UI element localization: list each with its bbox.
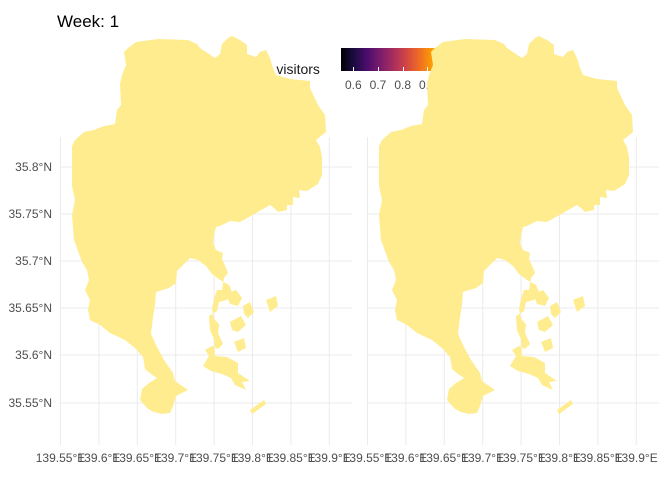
legend-tick-0: 0.6 [344,78,362,92]
facet-holiday: holiday139.55°E139.6°E139.65°E139.7°E139… [36,36,352,465]
island-polygon [557,400,573,414]
x-tick-label: 139.65°E [113,451,163,465]
x-tick-label: 139.85°E [266,451,316,465]
x-tick-label: 139.75°E [496,451,546,465]
x-tick-label: 139.55°E [343,451,393,465]
page-title: Week: 1 [57,12,120,31]
facet-weekday: weekday139.55°E139.6°E139.65°E139.7°E139… [343,36,659,465]
x-tick-label: 139.8°E [538,451,581,465]
x-tick-label: 139.9°E [308,451,351,465]
y-tick-label: 35.65°N [9,301,53,315]
legend-tick-1: 0.7 [369,78,387,92]
y-tick-label: 35.6°N [15,348,52,362]
x-tick-label: 139.6°E [384,451,427,465]
y-tick-label: 35.55°N [9,396,53,410]
x-tick-label: 139.55°E [36,451,86,465]
legend-tick-2: 0.8 [394,78,412,92]
y-tick-label: 35.7°N [15,254,52,268]
y-tick-label: 35.8°N [15,160,52,174]
legend-tick-mark-3 [427,67,429,71]
x-tick-label: 139.65°E [420,451,470,465]
island-polygon [226,290,242,306]
island-polygon [550,302,561,318]
x-tick-label: 139.8°E [231,451,274,465]
island-polygon [573,296,585,312]
island-polygon [243,302,254,318]
x-tick-label: 139.85°E [573,451,623,465]
island-polygon [234,338,246,352]
island-polygon [541,338,553,352]
region-polygon [379,36,633,414]
island-polygon [537,316,553,332]
legend-tick-mark-0 [353,67,355,71]
legend-tick-mark-1 [378,67,380,71]
x-tick-label: 139.7°E [461,451,504,465]
x-tick-label: 139.7°E [154,451,197,465]
y-tick-label: 35.75°N [9,207,53,221]
island-polygon [250,400,266,414]
region-polygon [72,36,326,414]
island-polygon [533,290,549,306]
x-tick-label: 139.75°E [189,451,239,465]
island-polygon [230,316,246,332]
legend-colorbar [341,48,457,71]
island-polygon [266,296,278,312]
x-tick-label: 139.9°E [615,451,658,465]
x-tick-label: 139.6°E [77,451,120,465]
legend-tick-mark-2 [402,67,404,71]
